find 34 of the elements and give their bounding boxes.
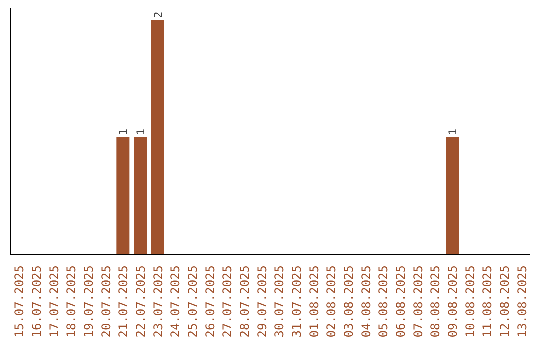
x-tick-label: 26.07.2025 [203, 265, 218, 338]
data-label: 1 [117, 128, 130, 136]
x-tick-label: 29.07.2025 [255, 265, 270, 338]
x-tick-label: 13.08.2025 [515, 265, 530, 338]
data-label: 1 [134, 128, 148, 136]
x-tick-label: 22.07.2025 [134, 265, 148, 338]
x-tick-label: 31.07.2025 [290, 265, 304, 338]
data-label: 1 [446, 128, 460, 136]
x-tick-label: 20.07.2025 [99, 265, 114, 338]
x-tick-label: 06.08.2025 [394, 265, 408, 338]
x-tick-label: 05.08.2025 [376, 265, 391, 338]
data-label: 2 [152, 12, 165, 18]
x-tick-label: 12.08.2025 [498, 265, 512, 338]
x-tick-label: 11.08.2025 [480, 265, 495, 338]
x-tick-label: 08.08.2025 [428, 265, 443, 338]
x-tick-label: 19.07.2025 [82, 265, 96, 338]
x-tick-label: 04.08.2025 [359, 265, 374, 338]
x-tick-label: 09.08.2025 [446, 265, 460, 338]
x-tick-label: 18.07.2025 [64, 265, 79, 338]
x-tick-label: 07.08.2025 [411, 265, 426, 338]
x-tick-label: 17.07.2025 [47, 265, 62, 338]
x-tick-label: 23.07.2025 [151, 265, 166, 338]
x-tick-label: 10.08.2025 [463, 265, 478, 338]
x-tick-label: 01.08.2025 [307, 265, 322, 338]
x-tick-label: 25.07.2025 [186, 265, 200, 338]
x-tick-label: 16.07.2025 [30, 265, 44, 338]
x-tick-label: 03.08.2025 [342, 265, 356, 338]
x-tick-label: 27.07.2025 [220, 265, 235, 338]
x-tick-label: 24.07.2025 [168, 265, 183, 338]
x-tick-label: 02.08.2025 [324, 265, 339, 338]
x-tick-label: 30.07.2025 [272, 265, 287, 338]
x-tick-label: 21.07.2025 [116, 265, 131, 338]
x-tick-label: 15.07.2025 [12, 265, 27, 338]
x-tick-label: 28.07.2025 [238, 265, 252, 338]
